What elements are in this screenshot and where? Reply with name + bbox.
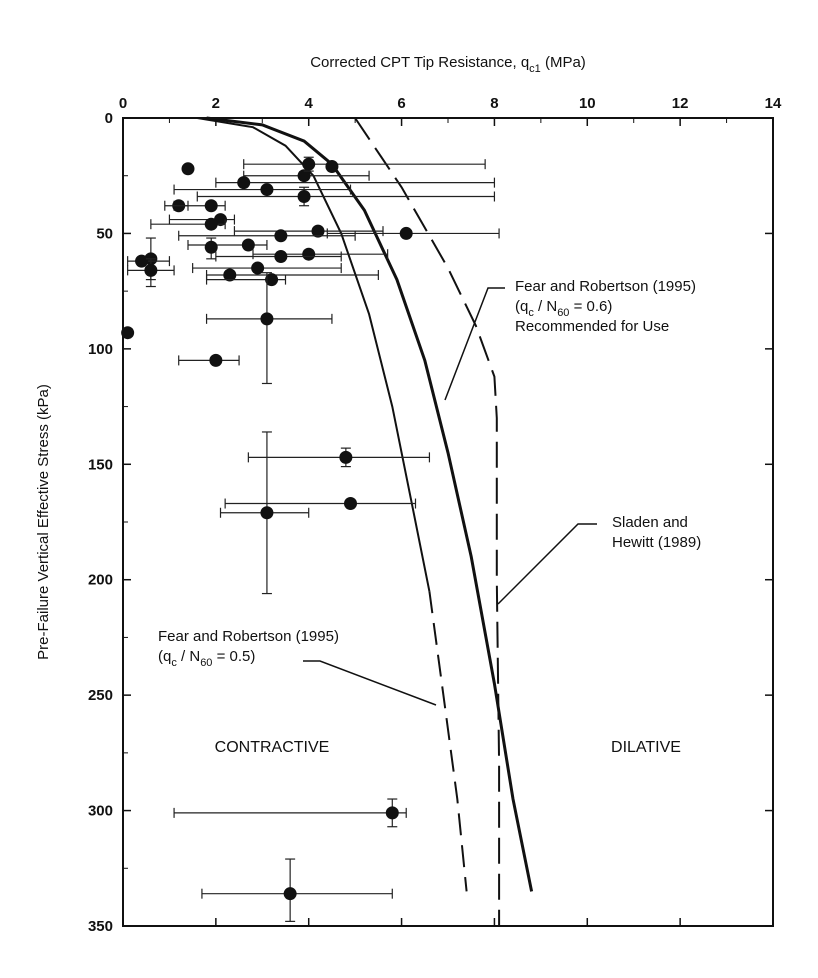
data-point [385, 806, 399, 820]
annotation-fear-0.5: Fear and Robertson (1995) (qc / N60 = 0.… [158, 628, 343, 669]
data-point [325, 159, 339, 173]
x-axis-title-main: Corrected CPT Tip Resistance, q [310, 54, 529, 71]
leader-fear-0.5 [303, 660, 437, 706]
x-tick-label: 8 [490, 95, 498, 112]
annotation-sladen-hewitt: Sladen and Hewitt (1989) [612, 514, 701, 551]
region-label-contractive: CONTRACTIVE [215, 739, 330, 756]
x-tick-label: 12 [672, 95, 689, 112]
region-label-dilative: DILATIVE [611, 739, 681, 756]
data-point [283, 887, 297, 901]
annotation-text: = 0.6) [569, 298, 612, 315]
data-point [241, 238, 255, 252]
leader-fear-0.6 [444, 287, 505, 401]
data-point [204, 199, 218, 213]
data-point [204, 217, 218, 231]
data-point [302, 157, 316, 171]
data-point [237, 176, 251, 190]
y-tick-label: 50 [96, 225, 113, 242]
curve-fear-robertson-0.5-dashed [428, 591, 468, 892]
x-tick-label: 10 [579, 95, 596, 112]
y-tick-label: 250 [88, 687, 113, 704]
x-tick-label: 6 [397, 95, 405, 112]
x-tick-label: 14 [765, 95, 782, 112]
x-tick-label: 4 [305, 95, 314, 112]
annotation-subscript: c [171, 657, 177, 669]
data-point [144, 263, 158, 277]
annotation-fear-0.5-line2: (qc / N60 = 0.5) [158, 648, 255, 669]
annotation-text: / N [177, 648, 200, 665]
curves [197, 116, 534, 926]
data-point [121, 326, 135, 340]
data-point [297, 189, 311, 203]
data-point [135, 254, 149, 268]
annotation-fear-0.6-line3: Recommended for Use [515, 318, 669, 335]
data-point [311, 224, 325, 238]
annotation-text: / N [534, 298, 557, 315]
annotation-sladen-line1: Sladen and [612, 514, 688, 531]
annotation-fear-0.6-line2: (qc / N60 = 0.6) [515, 298, 612, 319]
x-axis-title-unit: (MPa) [541, 54, 586, 71]
data-point [209, 353, 223, 367]
data-point [302, 247, 316, 261]
data-point [251, 261, 265, 275]
data-point [265, 273, 279, 287]
data-point [274, 250, 288, 264]
leader-sladen-hewitt [497, 523, 597, 605]
annotation-fear-0.6-line1: Fear and Robertson (1995) [515, 278, 696, 295]
annotation-subscript: c [528, 307, 534, 319]
data-point [181, 162, 195, 176]
y-tick-label: 300 [88, 803, 113, 820]
curve-sladen-hewitt [354, 117, 501, 926]
y-axis-title: Pre-Failure Vertical Effective Stress (k… [35, 384, 52, 660]
data-point [260, 183, 274, 197]
y-tick-label: 150 [88, 456, 113, 473]
data-point [344, 497, 357, 511]
annotation-fear-0.5-line1: Fear and Robertson (1995) [158, 628, 339, 645]
data-point [260, 506, 274, 520]
x-tick-label: 0 [119, 95, 127, 112]
y-tick-label: 350 [88, 918, 113, 935]
y-tick-label: 0 [105, 110, 113, 127]
annotation-text: (q [158, 648, 171, 665]
annotation-text: (q [515, 298, 528, 315]
x-axis-title-sub: c1 [529, 63, 541, 75]
data-point [274, 229, 288, 243]
data-point [260, 312, 274, 326]
data-point [399, 226, 413, 240]
annotation-subscript: 60 [200, 657, 212, 669]
data-point [204, 240, 218, 254]
annotation-fear-0.6: Fear and Robertson (1995) (qc / N60 = 0.… [515, 278, 700, 335]
data-points [121, 156, 500, 922]
y-axis-ticks: 0 50 100 150 200 250 300 350 [88, 110, 773, 935]
annotation-subscript: 60 [557, 307, 569, 319]
data-point [297, 169, 311, 183]
y-tick-label: 200 [88, 572, 113, 589]
annotation-text: = 0.5) [212, 648, 255, 665]
data-point [223, 268, 237, 282]
y-tick-label: 100 [88, 341, 113, 358]
x-tick-label: 2 [212, 95, 220, 112]
annotation-sladen-line2: Hewitt (1989) [612, 534, 701, 551]
x-axis-title: Corrected CPT Tip Resistance, qc1 (MPa) [310, 54, 586, 75]
data-point [339, 450, 353, 464]
